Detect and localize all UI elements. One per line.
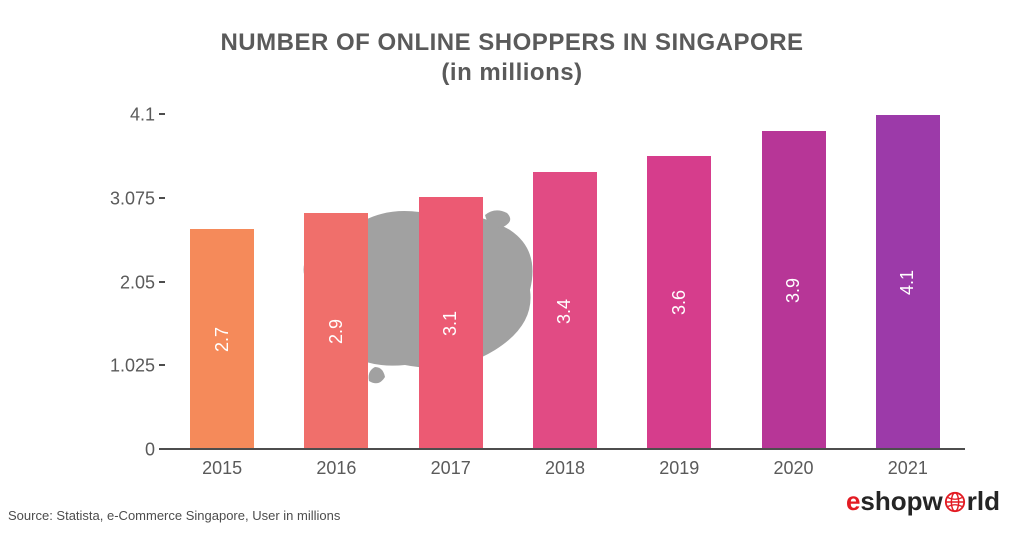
bar-slot: 2.72015 [165,115,279,450]
y-tick-label: 3.075 [110,188,155,209]
bar: 3.4 [533,172,597,450]
chart-container: NUMBER OF ONLINE SHOPPERS IN SINGAPORE (… [0,0,1024,535]
bar: 3.1 [419,197,483,450]
bar-value-label: 3.1 [440,311,461,336]
bar-value-label: 2.9 [326,319,347,344]
bar-slot: 3.42018 [508,115,622,450]
bar-value-label: 3.4 [554,299,575,324]
y-tick-label: 4.1 [130,105,155,126]
source-text: Source: Statista, e-Commerce Singapore, … [8,508,340,523]
bar: 2.9 [304,213,368,450]
bar-slot: 3.62019 [622,115,736,450]
x-tick-label: 2015 [202,458,242,479]
bar-slot: 4.12021 [851,115,965,450]
x-tick-label: 2017 [431,458,471,479]
x-tick-label: 2018 [545,458,585,479]
bar-value-label: 3.9 [783,278,804,303]
y-tick-label: 2.05 [120,272,155,293]
bar: 3.9 [762,131,826,450]
chart-title-line2: (in millions) [0,58,1024,88]
brand-prefix: e [846,486,860,517]
y-tick-label: 0 [145,440,155,461]
brand-suffix: rld [967,486,1000,517]
x-axis-line [165,448,965,450]
x-tick-label: 2019 [659,458,699,479]
bar-slot: 3.92020 [736,115,850,450]
chart-title: NUMBER OF ONLINE SHOPPERS IN SINGAPORE (… [0,0,1024,88]
brand-logo: eshopw rld [846,486,1000,517]
bar: 3.6 [647,156,711,450]
x-tick-label: 2021 [888,458,928,479]
plot-area: 01.0252.053.0754.1 2.720152.920163.12017… [165,115,965,450]
bar-value-label: 3.6 [669,290,690,315]
bar-value-label: 4.1 [897,270,918,295]
bars-group: 2.720152.920163.120173.420183.620193.920… [165,115,965,450]
bar: 4.1 [876,115,940,450]
bar: 2.7 [190,229,254,450]
y-tick-label: 1.025 [110,356,155,377]
bar-value-label: 2.7 [212,327,233,352]
chart-title-line1: NUMBER OF ONLINE SHOPPERS IN SINGAPORE [0,28,1024,58]
brand-mid: shopw [860,486,942,517]
x-tick-label: 2016 [316,458,356,479]
x-tick-label: 2020 [774,458,814,479]
bar-slot: 2.92016 [279,115,393,450]
globe-icon [944,491,966,513]
bar-slot: 3.12017 [394,115,508,450]
